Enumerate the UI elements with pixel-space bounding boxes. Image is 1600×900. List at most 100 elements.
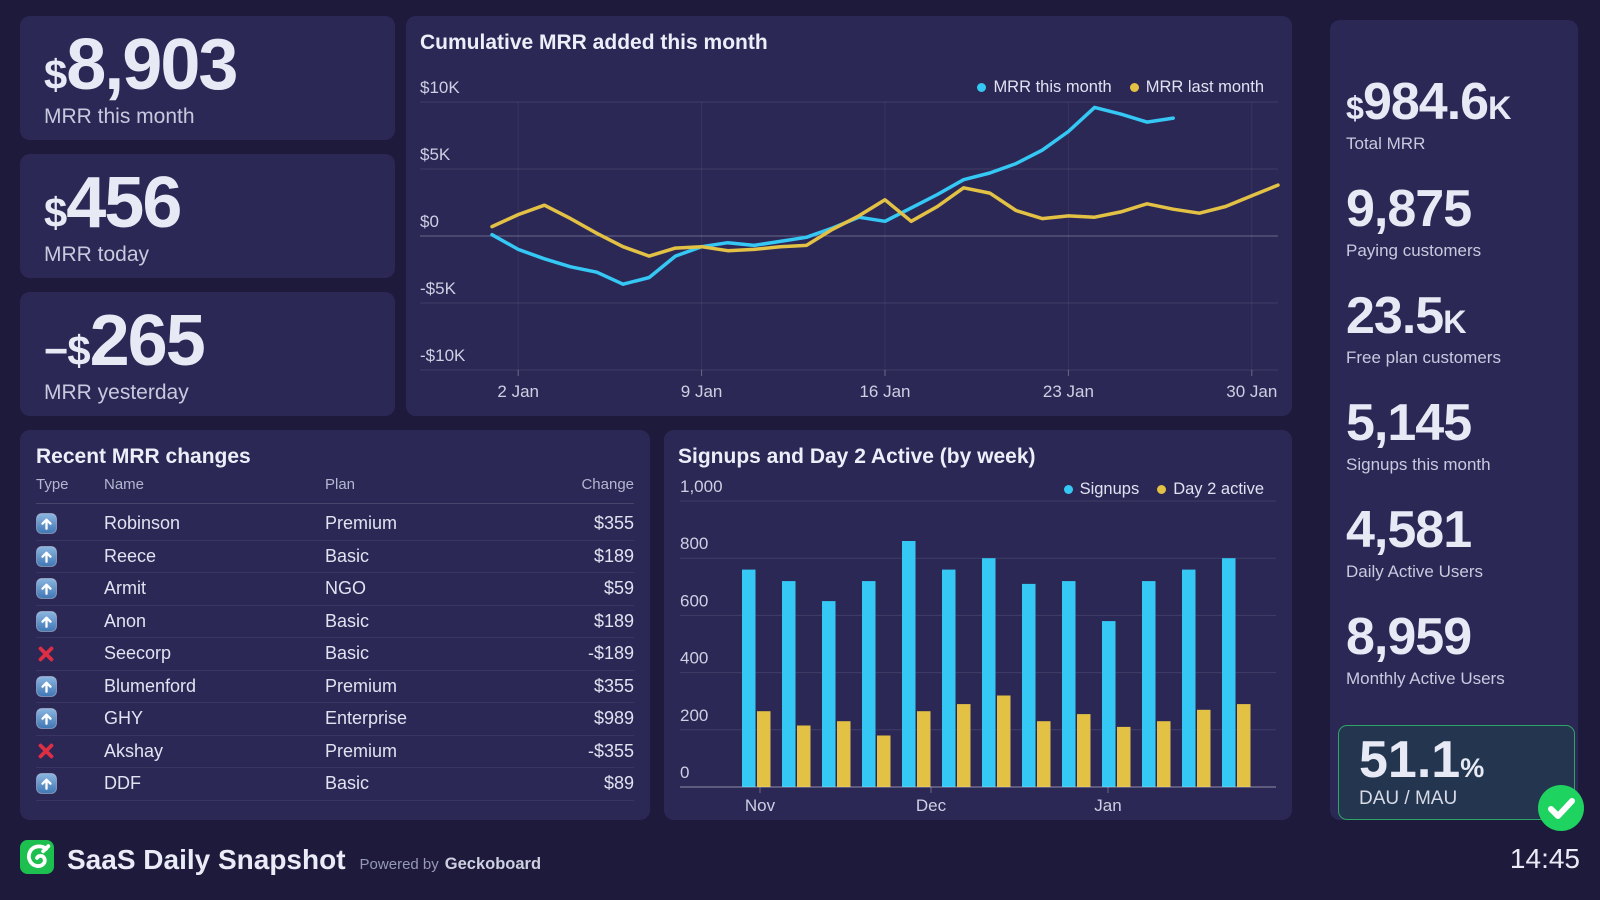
geckoboard-logo: [20, 840, 54, 879]
table-row: Reece Basic $189: [36, 541, 634, 573]
kpi-stat: 4,581 Daily Active Users: [1346, 504, 1570, 611]
currency-symbol: $: [1346, 90, 1364, 126]
chart-title: Cumulative MRR added this month: [420, 31, 768, 54]
stat-value: −$265: [44, 301, 206, 381]
kpi-number: 9,875: [1346, 180, 1472, 238]
column-header-plan: Plan: [325, 476, 356, 493]
kpi-label: Signups this month: [1346, 455, 1491, 474]
customer-name: Blumenford: [104, 675, 197, 696]
powered-by-text: Powered by: [359, 855, 439, 873]
column-header-change: Change: [581, 476, 634, 493]
upgrade-icon: [36, 578, 104, 600]
customer-name: GHY: [104, 708, 144, 729]
kpi-stat: 23.5K Free plan customers: [1346, 290, 1570, 397]
plan-name: Premium: [325, 513, 398, 534]
svg-text:16 Jan: 16 Jan: [859, 382, 910, 401]
check-circle-icon: [1536, 783, 1586, 833]
svg-text:1,000: 1,000: [680, 477, 723, 496]
plan-name: Enterprise: [325, 708, 408, 729]
legend-label: MRR last month: [1145, 78, 1264, 96]
table-title: Recent MRR changes: [36, 445, 251, 468]
churn-icon: [36, 644, 104, 664]
plan-name: Basic: [325, 610, 370, 631]
svg-text:200: 200: [680, 706, 708, 725]
kpi-stat: $984.6K Total MRR: [1346, 76, 1570, 183]
upgrade-icon: [36, 610, 104, 632]
bar-chart-legend: Signups Day 2 active: [1063, 480, 1264, 499]
svg-text:Nov: Nov: [745, 796, 776, 815]
kpi-label: Free plan customers: [1346, 348, 1501, 367]
legend-dot: [1129, 83, 1139, 92]
customer-name: DDF: [104, 773, 141, 794]
kpi-value: 9,875: [1346, 183, 1570, 235]
upgrade-icon: [36, 513, 104, 535]
customer-name: Reece: [104, 545, 157, 566]
mrr-yesterday-card: −$265 MRR yesterday: [20, 292, 395, 416]
kpi-number: 984.6: [1362, 73, 1489, 131]
signups-bar-chart: 1,000 800 600 400 200 0 Nov Dec Jan: [680, 477, 1276, 815]
kpi-number: 4,581: [1346, 501, 1472, 559]
svg-text:Dec: Dec: [916, 796, 947, 815]
mrr-change: $355: [593, 513, 634, 534]
unit-suffix: K: [1443, 304, 1466, 340]
unit-suffix: K: [1488, 90, 1511, 126]
mrr-change: -$189: [587, 643, 634, 664]
kpi-stat: 8,959 Monthly Active Users: [1346, 611, 1570, 718]
mrr-change: $89: [603, 773, 634, 794]
svg-text:400: 400: [680, 649, 708, 668]
currency-symbol: $: [67, 327, 90, 374]
svg-text:2 Jan: 2 Jan: [497, 382, 539, 401]
table-row: Akshay Premium -$355: [36, 736, 634, 768]
brand-name: Geckoboard: [444, 854, 542, 873]
svg-text:-$10K: -$10K: [420, 346, 466, 365]
kpi-stat: 9,875 Paying customers: [1346, 183, 1570, 290]
kpi-number: 5,145: [1346, 394, 1472, 452]
line-chart-legend: MRR this month MRR last month: [977, 78, 1264, 97]
right-stats: $984.6K Total MRR 9,875 Paying customers 23.…: [1346, 76, 1570, 718]
plan-name: NGO: [325, 578, 367, 599]
table-row: Armit NGO $59: [36, 573, 634, 606]
currency-symbol: $: [44, 189, 67, 236]
customer-name: Anon: [104, 610, 147, 631]
table-row: Anon Basic $189: [36, 606, 634, 638]
table-row: DDF Basic $89: [36, 768, 634, 801]
customer-name: Robinson: [104, 513, 181, 534]
mrr-today-card: $456 MRR today: [20, 154, 395, 278]
clock: 14:45: [1509, 843, 1580, 874]
plan-name: Basic: [325, 545, 370, 566]
upgrade-icon: [36, 773, 104, 795]
stat-value: $8,903: [44, 25, 238, 105]
kpi-value: 4,581: [1346, 504, 1570, 556]
dau-mau-value: 51.1%: [1359, 731, 1485, 789]
currency-symbol: $: [44, 51, 67, 98]
table-row: Robinson Premium $355: [36, 508, 634, 541]
kpi-number: 23.5: [1346, 287, 1444, 345]
chart-title: Signups and Day 2 Active (by week): [678, 445, 1036, 468]
customer-name: Akshay: [104, 740, 164, 761]
stat-label: MRR this month: [44, 104, 195, 128]
mrr-change: $189: [593, 545, 634, 566]
svg-text:800: 800: [680, 534, 708, 553]
mrr-change: $59: [603, 578, 634, 599]
plan-name: Premium: [325, 740, 398, 761]
dashboard-title: SaaS Daily Snapshot: [67, 843, 346, 875]
column-header-type: Type: [36, 476, 69, 493]
kpi-summary-card: $984.6K Total MRR 9,875 Paying customers 23.…: [1330, 20, 1584, 831]
legend-label: Day 2 active: [1173, 480, 1264, 498]
legend-label: Signups: [1079, 480, 1140, 498]
svg-text:$5K: $5K: [420, 145, 451, 164]
kpi-value: $984.6K: [1346, 76, 1570, 128]
plan-name: Basic: [325, 643, 370, 664]
kpi-label: Daily Active Users: [1346, 562, 1483, 581]
svg-text:$0: $0: [420, 212, 439, 231]
upgrade-icon: [36, 545, 104, 567]
svg-text:23 Jan: 23 Jan: [1043, 382, 1094, 401]
kpi-label: Total MRR: [1346, 134, 1426, 153]
table-row: GHY Enterprise $989: [36, 703, 634, 736]
kpi-value: 5,145: [1346, 397, 1570, 449]
legend-item: MRR last month: [1129, 78, 1264, 97]
minus-sign: −: [44, 327, 68, 374]
stat-value: $456: [44, 163, 182, 243]
legend-item: Signups: [1063, 480, 1140, 499]
recent-mrr-changes-card: Recent MRR changes Type Name Plan Change…: [20, 430, 650, 820]
